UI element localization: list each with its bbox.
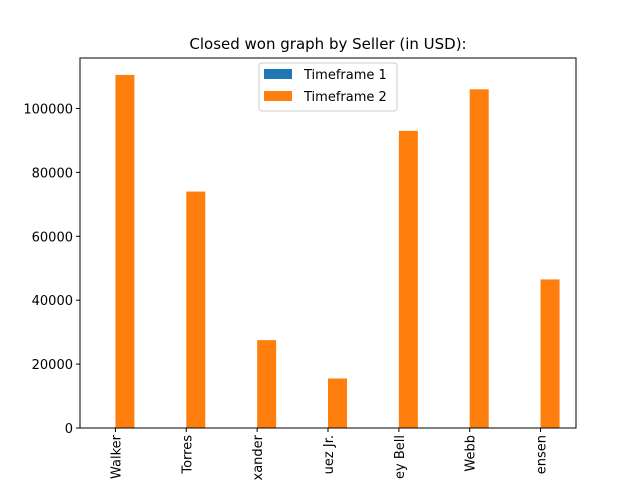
chart-title: Closed won graph by Seller (in USD): <box>189 35 466 53</box>
x-tick-label: uez Jr. <box>322 435 337 474</box>
legend-box <box>258 62 398 112</box>
x-tick-label: Torres <box>180 435 195 475</box>
bar-timeframe-2 <box>469 89 489 428</box>
x-tick-label: Webb <box>464 435 479 472</box>
legend-swatch-timeframe-1 <box>264 69 292 79</box>
legend-label-timeframe-2: Timeframe 2 <box>303 90 387 105</box>
y-tick-label: 20000 <box>32 358 73 373</box>
y-tick-label: 100000 <box>23 102 73 117</box>
plot-frame <box>79 57 577 429</box>
y-tick-label: 0 <box>65 422 73 437</box>
y-tick-label: 80000 <box>32 166 73 181</box>
x-axis: Walker Torres xander uez Jr. ey Bell Webb ense… <box>109 428 550 480</box>
y-tick-label: 60000 <box>32 230 73 245</box>
bar-timeframe-2 <box>540 279 560 428</box>
y-axis: 0 20000 40000 60000 80000 100000 <box>23 102 80 437</box>
legend-swatch-timeframe-2 <box>264 91 292 101</box>
x-tick-label: ey Bell <box>393 435 408 479</box>
bar-timeframe-2 <box>257 340 277 428</box>
bars <box>115 74 560 429</box>
bar-timeframe-2 <box>186 191 206 428</box>
x-tick-label: ensen <box>535 435 550 474</box>
bar-timeframe-2 <box>398 130 418 429</box>
legend-label-timeframe-1: Timeframe 1 <box>303 68 387 83</box>
y-tick-label: 40000 <box>32 294 73 309</box>
bar-timeframe-2 <box>115 74 135 428</box>
x-tick-label: Walker <box>109 434 124 479</box>
bar-timeframe-2 <box>328 378 347 428</box>
legend: Timeframe 1 Timeframe 2 <box>258 62 398 112</box>
x-tick-label: xander <box>251 434 266 480</box>
